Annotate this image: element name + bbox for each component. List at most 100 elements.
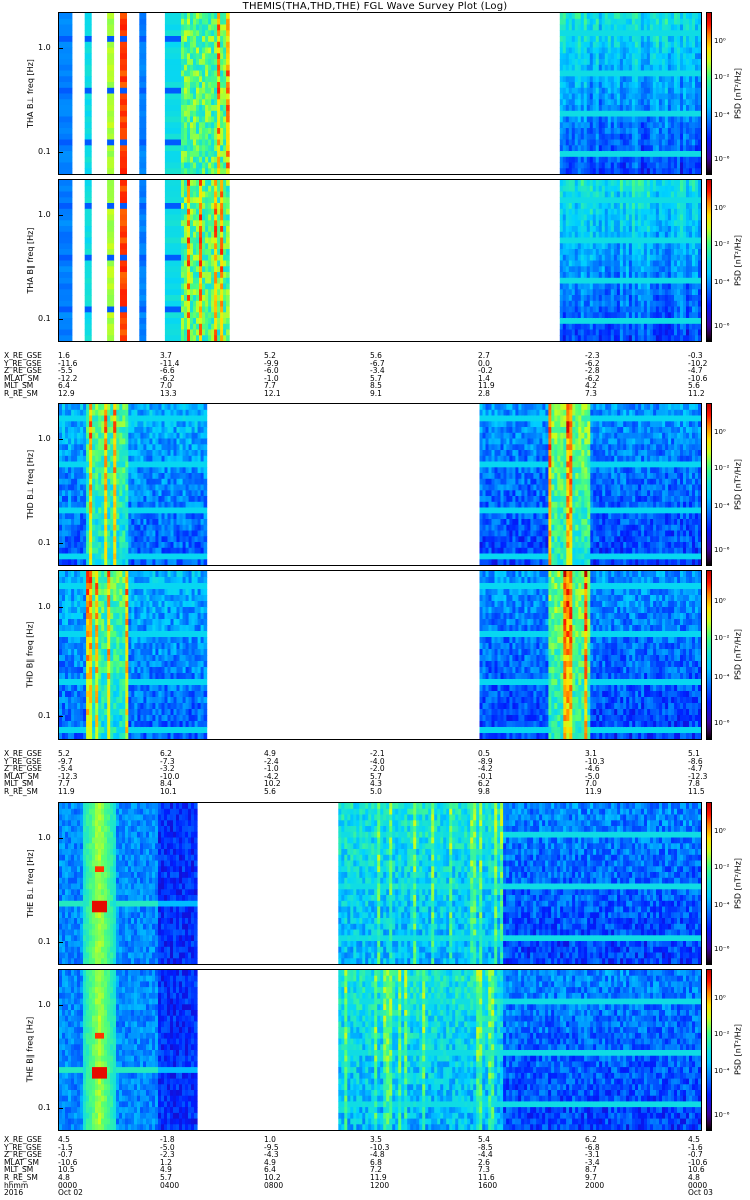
data-segment-3 (107, 13, 115, 174)
colorbar-tick-label: 10⁻⁴ (714, 111, 729, 119)
spectrogram-image (59, 180, 701, 341)
data-segment-7 (181, 180, 230, 341)
spectrogram-image (59, 404, 701, 565)
colorbar (706, 969, 712, 1131)
spectrogram-panel-4 (58, 570, 702, 740)
tha-ephem-column: 5.2 -9.9 -6.0 -1.0 7.7 12.1 (264, 352, 281, 398)
tha-ephem-column: -0.3 -10.2 -4.7 -10.6 5.6 11.2 (688, 352, 707, 398)
colorbar-tick-label: 10⁻⁶ (714, 546, 729, 554)
colorbar-tick-label: 10⁻⁶ (714, 1111, 729, 1119)
y-tick-label: 0.1 (38, 711, 51, 720)
plot-title: THEMIS(THA,THD,THE) FGL Wave Survey Plot… (0, 1, 750, 12)
y-tick-mark (58, 438, 63, 440)
y-tick-mark (58, 214, 63, 216)
colorbar-label: PSD [nT²/Hz] (734, 843, 743, 923)
colorbar-tick-label: 10⁻⁴ (714, 1067, 729, 1075)
spectrogram-panel-2 (58, 179, 702, 342)
y-axis-label: THE B⊥ freq [Hz] (26, 802, 35, 965)
colorbar-tick-label: 10⁻⁶ (714, 945, 729, 953)
colorbar-tick-label: 10⁻⁴ (714, 278, 729, 286)
y-axis-label: THD B⊥ freq [Hz] (26, 403, 35, 566)
data-segment-2 (338, 970, 701, 1130)
y-tick-mark (58, 716, 63, 718)
spectrogram-image (59, 970, 701, 1130)
data-segment-3 (107, 180, 115, 341)
data-segment-6 (164, 13, 182, 174)
y-axis-label: THD B∥ freq [Hz] (26, 570, 35, 740)
data-segment-2 (479, 404, 701, 565)
data-segment-1 (59, 803, 198, 964)
spectrogram-panel-1 (58, 12, 702, 175)
y-tick-label: 0.1 (38, 147, 51, 156)
colorbar-label: PSD [nT²/Hz] (734, 1010, 743, 1090)
the-ephem-column: 5.4 -8.5 -4.4 2.6 7.3 11.6 1600 (478, 1136, 497, 1189)
data-segment-5 (139, 180, 147, 341)
spectrogram-panel-5 (58, 802, 702, 965)
tha-ephem-column: 2.7 0.0 -0.2 1.4 11.9 2.8 (478, 352, 495, 398)
y-tick-mark (58, 1004, 63, 1006)
spectrogram-image (59, 13, 701, 174)
colorbar (706, 403, 712, 566)
data-segment-2 (338, 803, 701, 964)
y-tick-mark (58, 152, 63, 154)
colorbar-tick-label: 10⁻⁴ (714, 901, 729, 909)
colorbar (706, 179, 712, 342)
data-segment-1 (59, 571, 208, 739)
y-tick-mark (58, 319, 63, 321)
y-tick-label: 1.0 (38, 434, 51, 443)
the-ephem-column: 4.5 -1.5 -0.7 -10.6 10.5 4.8 0000 Oct 02 (58, 1136, 83, 1197)
colorbar-tick-label: 10⁻⁶ (714, 719, 729, 727)
spectrogram-panel-3 (58, 403, 702, 566)
y-tick-mark (58, 942, 63, 944)
y-axis-label: THA B∥ freq [Hz] (26, 179, 35, 342)
colorbar-tick-label: 10⁰ (714, 827, 726, 835)
thd-ephem-column: 3.1 -10.3 -4.6 -5.0 7.0 11.9 (585, 750, 604, 796)
y-tick-label: 0.1 (38, 937, 51, 946)
tha-ephem-column: 5.6 -6.7 -3.4 5.7 8.5 9.1 (370, 352, 385, 398)
the-ephem-column: -1.8 -5.0 -2.3 1.2 4.9 5.7 0400 (160, 1136, 179, 1189)
data-segment-1 (59, 970, 198, 1130)
colorbar-tick-label: 10⁻² (714, 464, 729, 472)
colorbar-tick-label: 10⁻⁴ (714, 673, 729, 681)
colorbar-label: PSD [nT²/Hz] (734, 53, 743, 133)
the-ephem-column: 3.5 -10.3 -4.8 6.8 7.2 11.9 1200 (370, 1136, 389, 1189)
colorbar-tick-label: 10⁻² (714, 634, 729, 642)
thd-ephem-column: 6.2 -7.3 -3.2 -10.0 8.4 10.1 (160, 750, 179, 796)
data-segment-2 (84, 13, 92, 174)
y-tick-label: 1.0 (38, 1000, 51, 1009)
data-segment-8 (559, 180, 701, 341)
thd-ephem-column: 0.5 -8.9 -4.2 -0.1 6.2 9.8 (478, 750, 493, 796)
colorbar (706, 12, 712, 175)
y-tick-mark (58, 607, 63, 609)
colorbar-tick-label: 10⁻² (714, 73, 729, 81)
data-segment-8 (559, 13, 701, 174)
thd-ephem-column: 5.2 -9.7 -5.4 -12.3 7.7 11.9 (58, 750, 77, 796)
colorbar-label: PSD [nT²/Hz] (734, 444, 743, 524)
y-tick-label: 1.0 (38, 602, 51, 611)
y-tick-label: 1.0 (38, 43, 51, 52)
the-ephem-column: 6.2 -6.8 -3.1 -3.4 8.7 9.7 2000 (585, 1136, 604, 1189)
data-segment-7 (181, 13, 230, 174)
y-tick-label: 0.1 (38, 314, 51, 323)
colorbar-tick-label: 10⁻⁶ (714, 322, 729, 330)
y-tick-label: 0.1 (38, 538, 51, 547)
tha-ephem-labels: X_RE_GSE Y_RE_GSE Z_RE_GSE MLAT_SM MLT_S… (4, 352, 42, 398)
data-segment-4 (120, 180, 127, 341)
colorbar-tick-label: 10⁻⁶ (714, 155, 729, 163)
data-segment-2 (479, 571, 701, 739)
colorbar-tick-label: 10⁻⁴ (714, 502, 729, 510)
thd-ephem-column: -2.1 -4.0 -2.0 5.7 4.3 5.0 (370, 750, 385, 796)
data-segment-2 (84, 180, 92, 341)
colorbar-tick-label: 10⁰ (714, 37, 726, 45)
y-axis-label: THE B∥ freq [Hz] (26, 969, 35, 1131)
spectrogram-image (59, 803, 701, 964)
spectrogram-image (59, 571, 701, 739)
the-ephem-column: 1.0 -9.5 -4.3 4.9 6.4 10.2 0800 (264, 1136, 283, 1189)
data-segment-5 (139, 13, 147, 174)
y-tick-label: 0.1 (38, 1103, 51, 1112)
colorbar (706, 570, 712, 740)
colorbar-tick-label: 10⁻² (714, 240, 729, 248)
thd-ephem-column: 5.1 -8.6 -4.7 -12.3 7.8 11.5 (688, 750, 707, 796)
colorbar-tick-label: 10⁰ (714, 204, 726, 212)
y-tick-label: 1.0 (38, 833, 51, 842)
